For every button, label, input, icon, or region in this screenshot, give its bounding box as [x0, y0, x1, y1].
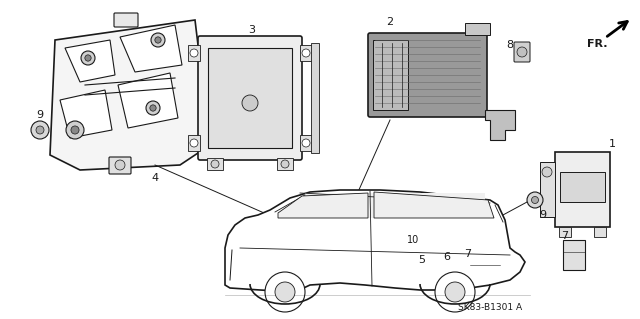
- FancyBboxPatch shape: [413, 246, 445, 272]
- Bar: [434, 255, 439, 265]
- Text: 9: 9: [36, 110, 44, 120]
- Circle shape: [445, 282, 465, 302]
- Bar: [540, 162, 555, 217]
- FancyBboxPatch shape: [368, 33, 487, 117]
- Circle shape: [302, 49, 310, 57]
- Circle shape: [151, 33, 165, 47]
- Circle shape: [81, 51, 95, 65]
- Text: 2: 2: [387, 17, 394, 27]
- Bar: [373, 40, 408, 110]
- FancyBboxPatch shape: [114, 13, 138, 27]
- Polygon shape: [278, 193, 368, 218]
- Circle shape: [190, 49, 198, 57]
- Bar: [563, 240, 585, 270]
- Bar: [277, 158, 293, 170]
- Bar: [188, 135, 200, 151]
- Text: 1: 1: [609, 139, 616, 149]
- Circle shape: [242, 95, 258, 111]
- Polygon shape: [485, 110, 515, 140]
- Bar: [559, 227, 571, 237]
- Circle shape: [527, 192, 543, 208]
- Text: 7: 7: [561, 231, 568, 241]
- Circle shape: [435, 272, 475, 312]
- Text: 3: 3: [248, 25, 255, 35]
- FancyBboxPatch shape: [109, 157, 131, 174]
- Text: SK83-B1301 A: SK83-B1301 A: [458, 303, 522, 313]
- Circle shape: [146, 101, 160, 115]
- Circle shape: [36, 126, 44, 134]
- Text: 4: 4: [152, 173, 159, 183]
- Bar: [426, 255, 431, 265]
- FancyBboxPatch shape: [417, 263, 445, 285]
- Bar: [470, 258, 500, 278]
- Bar: [594, 227, 606, 237]
- Bar: [207, 158, 223, 170]
- Circle shape: [542, 167, 552, 177]
- Bar: [560, 172, 605, 202]
- Circle shape: [190, 139, 198, 147]
- Circle shape: [66, 121, 84, 139]
- Bar: [465, 23, 490, 35]
- Bar: [305, 193, 485, 218]
- Circle shape: [265, 272, 305, 312]
- Polygon shape: [225, 190, 525, 292]
- Circle shape: [211, 160, 219, 168]
- Text: 6: 6: [444, 252, 451, 262]
- Bar: [418, 255, 423, 265]
- Bar: [188, 45, 200, 61]
- Text: 9: 9: [540, 210, 547, 220]
- FancyBboxPatch shape: [447, 261, 467, 277]
- Circle shape: [281, 160, 289, 168]
- Polygon shape: [60, 90, 112, 138]
- Text: 10: 10: [407, 235, 419, 245]
- Bar: [555, 152, 610, 227]
- Text: 7: 7: [465, 249, 472, 259]
- FancyBboxPatch shape: [514, 42, 530, 62]
- FancyBboxPatch shape: [198, 36, 302, 160]
- Polygon shape: [50, 20, 210, 170]
- Circle shape: [85, 55, 91, 61]
- Circle shape: [115, 160, 125, 170]
- Polygon shape: [65, 40, 115, 82]
- Circle shape: [302, 139, 310, 147]
- Text: 5: 5: [418, 255, 425, 265]
- Bar: [300, 135, 312, 151]
- Polygon shape: [118, 73, 178, 128]
- Bar: [208, 48, 292, 148]
- Circle shape: [150, 105, 156, 111]
- Circle shape: [517, 47, 527, 57]
- Circle shape: [31, 121, 49, 139]
- Circle shape: [71, 126, 79, 134]
- Text: 8: 8: [506, 40, 513, 50]
- Text: FR.: FR.: [587, 39, 607, 49]
- Polygon shape: [374, 192, 494, 218]
- Circle shape: [531, 197, 538, 204]
- Circle shape: [155, 37, 161, 43]
- Circle shape: [275, 282, 295, 302]
- Bar: [311, 43, 319, 153]
- Polygon shape: [120, 25, 182, 72]
- Bar: [300, 45, 312, 61]
